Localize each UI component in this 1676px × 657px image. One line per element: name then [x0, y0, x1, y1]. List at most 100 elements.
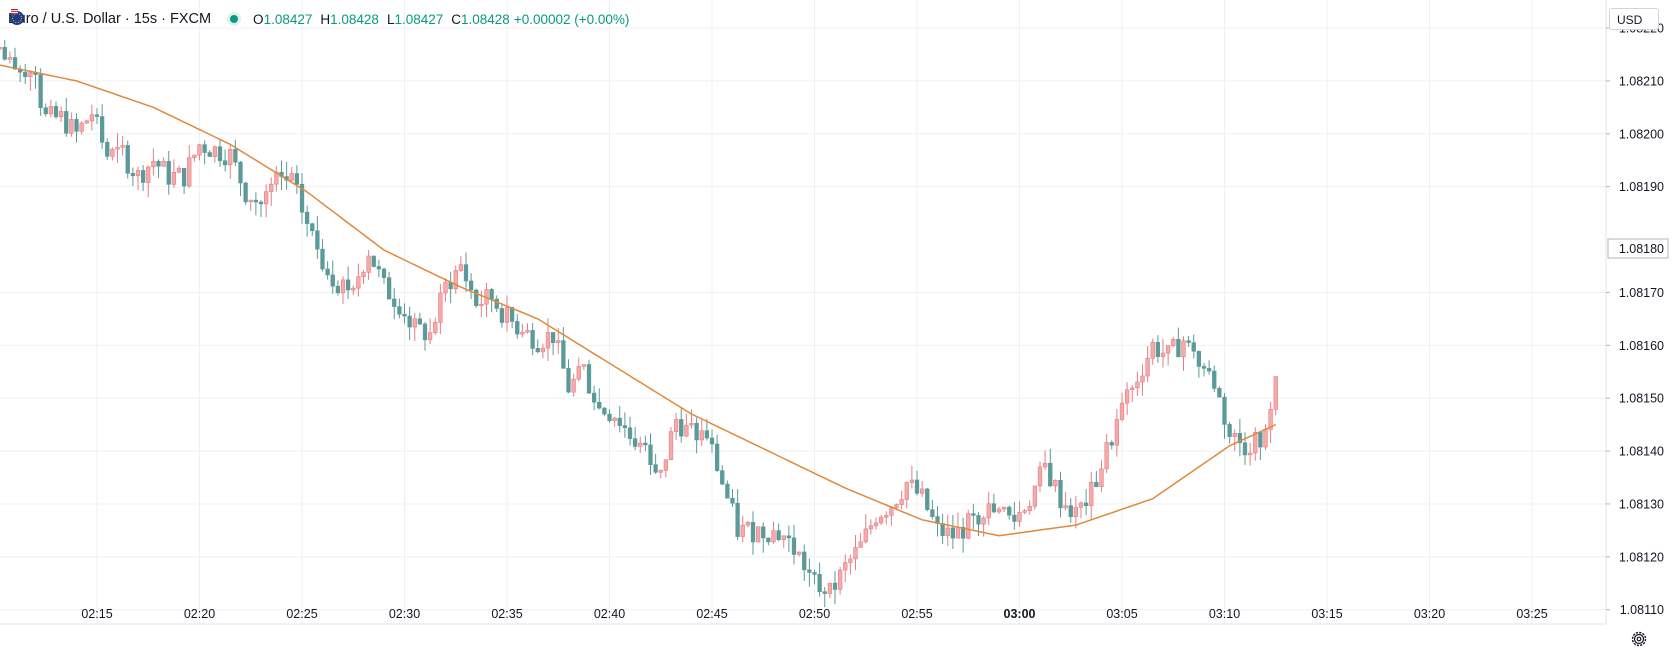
candle [448, 271, 453, 304]
candle [868, 519, 874, 535]
candle [720, 465, 725, 486]
price-tick-label: 1.08140 [1619, 445, 1664, 459]
axes [0, 0, 1607, 625]
candle [1242, 432, 1248, 465]
candle [991, 493, 997, 514]
candle [653, 453, 658, 474]
price-tick-label: 1.08200 [1619, 127, 1664, 141]
candle [407, 306, 412, 341]
grid [0, 0, 1606, 624]
candle [699, 417, 704, 447]
close-label: C [451, 11, 462, 27]
time-tick-label: 02:20 [184, 607, 215, 621]
time-tick-label: 02:55 [901, 607, 932, 621]
candle [1032, 485, 1038, 510]
candle [1222, 393, 1227, 439]
candle [617, 406, 622, 433]
candle [130, 167, 136, 186]
candle [878, 514, 884, 526]
candle [632, 427, 638, 451]
candle [99, 104, 105, 149]
candle [320, 239, 325, 272]
chart-header: Euro / U.S. Dollar · 15s · FXCM O1.08427… [8, 8, 629, 30]
candle [494, 295, 499, 313]
time-tick-label: 02:35 [491, 607, 522, 621]
candle [161, 157, 166, 167]
candle [622, 412, 628, 438]
candle [843, 554, 848, 583]
candle [904, 481, 909, 509]
candle [381, 267, 387, 284]
low-label: L [386, 11, 395, 27]
price-tick-label: 1.08160 [1619, 339, 1664, 353]
candle [909, 465, 915, 489]
candle [1196, 350, 1202, 378]
candle [1145, 345, 1150, 383]
candle [607, 409, 612, 423]
candle [771, 521, 776, 544]
candle [996, 506, 1002, 514]
candle [781, 535, 786, 549]
candle [171, 159, 177, 188]
settings-gear-icon[interactable] [1628, 628, 1650, 650]
candle [704, 418, 710, 441]
candle [735, 489, 740, 541]
candle [791, 524, 797, 565]
candle [392, 288, 397, 320]
candle [284, 161, 289, 190]
candle [638, 436, 643, 454]
candle [945, 514, 950, 547]
price-axis[interactable]: 1.082201.082101.082001.081901.081701.081… [1606, 22, 1664, 618]
price-tick-label: 1.08130 [1619, 497, 1664, 511]
candle [151, 148, 156, 176]
candle [919, 481, 925, 498]
candle [38, 68, 43, 116]
candle [832, 570, 838, 605]
candle [361, 269, 366, 284]
candle [863, 514, 868, 544]
candle [233, 139, 238, 167]
currency-selector[interactable]: USD [1609, 8, 1659, 30]
candle [1165, 345, 1171, 366]
candle [376, 259, 382, 278]
candle [17, 65, 23, 83]
candle [2, 39, 7, 61]
candle [571, 373, 576, 397]
candle [1181, 336, 1186, 371]
candle [438, 283, 443, 335]
candle [84, 119, 89, 124]
close-value: 1.08428 [461, 11, 510, 27]
candle [484, 282, 489, 317]
candle [755, 526, 761, 543]
candle [69, 112, 74, 137]
candle [581, 364, 587, 370]
candle [1247, 442, 1253, 466]
candle [253, 192, 259, 216]
candle [1135, 371, 1140, 396]
candle [730, 488, 735, 507]
candle [858, 533, 863, 549]
candle [1037, 461, 1043, 492]
candle [525, 323, 530, 334]
candle [966, 509, 971, 540]
candle [597, 388, 602, 410]
candle [648, 433, 653, 475]
candle [43, 103, 48, 117]
candle [192, 154, 197, 162]
candle [745, 520, 751, 528]
candle [796, 551, 802, 557]
time-tick-label: 02:40 [594, 607, 625, 621]
candle [591, 385, 597, 411]
time-axis[interactable]: 02:15 02:20 02:25 02:30 02:35 02:40 02:45 02:50… [81, 607, 1547, 621]
candle [827, 582, 833, 599]
candle [1232, 429, 1237, 452]
candle [187, 145, 192, 189]
candle [1237, 418, 1243, 457]
candle [340, 276, 346, 304]
candle [802, 544, 807, 582]
symbol-title[interactable]: Euro / U.S. Dollar · 15s · FXCM [8, 11, 212, 27]
candle [515, 314, 520, 339]
time-tick-label: 02:30 [389, 607, 420, 621]
